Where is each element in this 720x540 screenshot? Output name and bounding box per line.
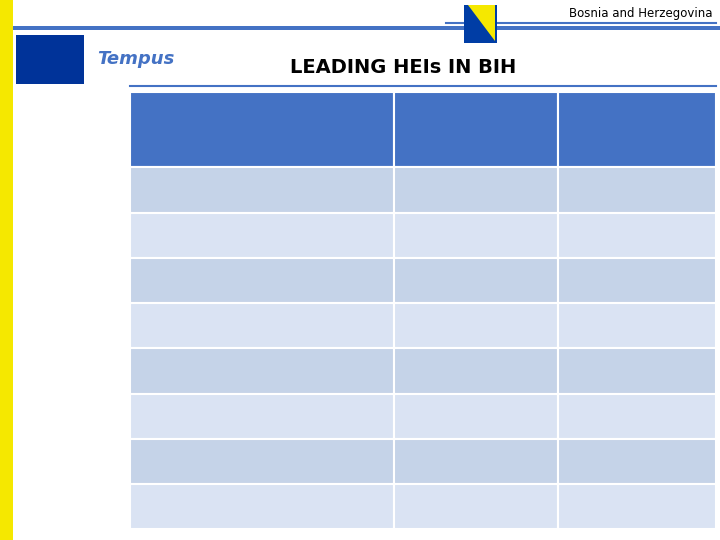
Text: Number of students
Academic year
2010/2011: Number of students Academic year 2010/20… [578, 113, 696, 146]
Text: University of Banja Luka: University of Banja Luka [138, 230, 274, 240]
Text: 17: 17 [469, 321, 483, 330]
Text: 4,710: 4,710 [621, 456, 653, 467]
Text: 30,484: 30,484 [618, 185, 657, 195]
Text: University of Mostar: University of Mostar [138, 366, 251, 376]
Text: Dzemal Bijedic University of
Mostar: Dzemal Bijedic University of Mostar [138, 450, 295, 472]
Text: 11,972: 11,972 [618, 321, 657, 330]
Text: 16: 16 [469, 230, 483, 240]
Text: University of East Sarajevo: University of East Sarajevo [138, 321, 289, 330]
Text: 23: 23 [469, 185, 483, 195]
Text: University of Zenica: University of Zenica [138, 502, 250, 511]
Text: University of Bihac: University of Bihac [138, 411, 243, 421]
Text: 17,926: 17,926 [618, 230, 657, 240]
Text: 8: 8 [472, 502, 480, 511]
Text: 9,431: 9,431 [621, 366, 653, 376]
Text: 7: 7 [472, 411, 480, 421]
Text: University of Sarajevo: University of Sarajevo [138, 185, 261, 195]
Text: LEADING HEIs IN BIH: LEADING HEIs IN BIH [290, 58, 516, 77]
Text: 4,732: 4,732 [621, 411, 653, 421]
Text: 11: 11 [469, 366, 483, 376]
Text: Bosnia and Herzegovina: Bosnia and Herzegovina [570, 7, 713, 20]
Text: Tempus: Tempus [97, 50, 174, 69]
Text: University of Tuzla: University of Tuzla [138, 275, 240, 286]
Text: Number of faculties Current
situation: Number of faculties Current situation [393, 119, 559, 140]
Text: University: University [138, 125, 198, 134]
Text: 8: 8 [472, 456, 480, 467]
Text: 14,212: 14,212 [618, 275, 657, 286]
Text: 13: 13 [469, 275, 483, 286]
Text: 4,655: 4,655 [621, 502, 653, 511]
